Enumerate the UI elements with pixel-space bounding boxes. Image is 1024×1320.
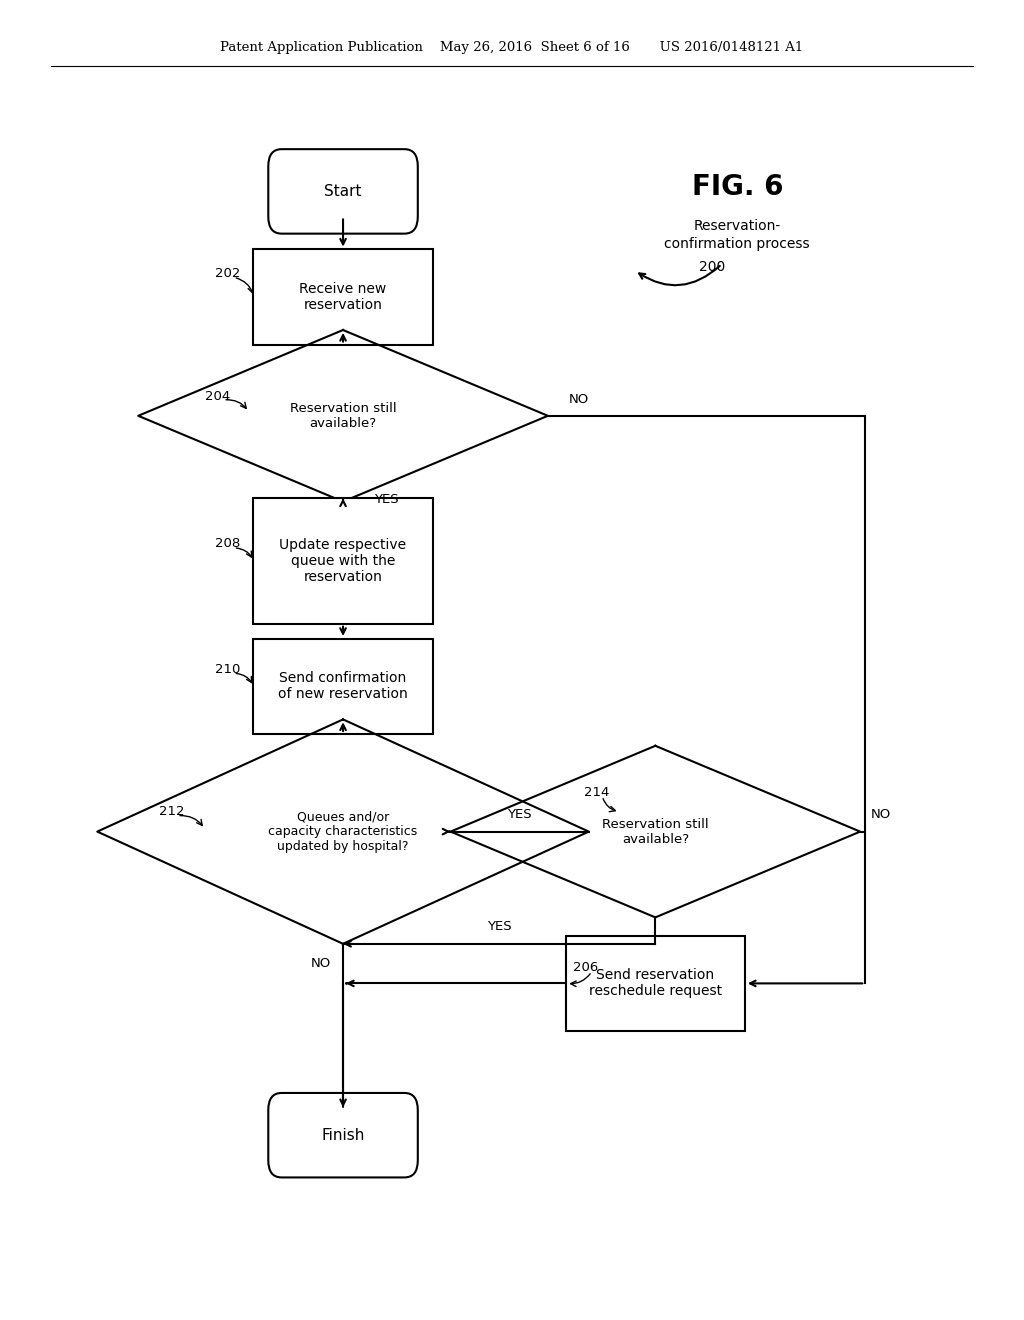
Text: NO: NO [310, 957, 331, 970]
Text: 214: 214 [584, 785, 609, 799]
Text: 208: 208 [215, 537, 241, 550]
Text: Receive new
reservation: Receive new reservation [299, 282, 387, 312]
Text: 202: 202 [215, 267, 241, 280]
Bar [254, 249, 432, 345]
Text: Queues and/or
capacity characteristics
updated by hospital?: Queues and/or capacity characteristics u… [268, 810, 418, 853]
Text: YES: YES [374, 494, 398, 507]
Text: Send confirmation
of new reservation: Send confirmation of new reservation [279, 672, 408, 701]
FancyBboxPatch shape [268, 149, 418, 234]
Text: Start: Start [325, 183, 361, 199]
FancyBboxPatch shape [268, 1093, 418, 1177]
Text: NO: NO [568, 393, 589, 407]
Text: 204: 204 [205, 389, 230, 403]
Bar [254, 639, 432, 734]
Text: YES: YES [486, 920, 512, 933]
Text: confirmation process: confirmation process [665, 238, 810, 251]
Text: YES: YES [507, 808, 532, 821]
Text: Finish: Finish [322, 1127, 365, 1143]
Text: Patent Application Publication    May 26, 2016  Sheet 6 of 16       US 2016/0148: Patent Application Publication May 26, 2… [220, 41, 804, 54]
Text: 212: 212 [159, 805, 184, 818]
Text: 210: 210 [215, 663, 241, 676]
Bar [254, 499, 432, 624]
Text: Reservation-: Reservation- [693, 219, 781, 232]
Text: Update respective
queue with the
reservation: Update respective queue with the reserva… [280, 537, 407, 585]
Text: FIG. 6: FIG. 6 [691, 173, 783, 202]
Text: NO: NO [870, 808, 891, 821]
Bar [565, 936, 745, 1031]
Text: Send reservation
reschedule request: Send reservation reschedule request [589, 969, 722, 998]
Text: Reservation still
available?: Reservation still available? [290, 401, 396, 430]
Text: 206: 206 [573, 961, 599, 974]
Text: 200: 200 [698, 260, 725, 273]
Text: Reservation still
available?: Reservation still available? [602, 817, 709, 846]
